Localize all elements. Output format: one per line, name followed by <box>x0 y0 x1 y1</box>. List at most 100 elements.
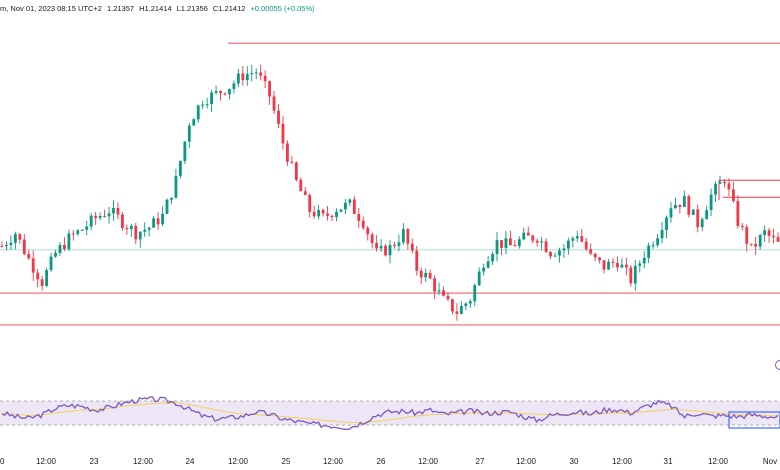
candle-body <box>241 73 245 81</box>
candle-body <box>170 197 173 200</box>
candle-body <box>121 214 124 228</box>
candle-body <box>165 199 169 214</box>
candle-body <box>495 240 499 254</box>
candle-body <box>335 211 338 218</box>
candle-body <box>384 245 387 256</box>
interval-date: m, Nov 01, 2023 08:15 UTC+2 <box>0 4 102 13</box>
candle-body <box>71 233 75 235</box>
x-axis-label: 12:00 <box>418 457 439 466</box>
candle-body <box>687 196 691 215</box>
candle-body <box>192 119 196 126</box>
candle-body <box>67 233 71 250</box>
candle-body <box>63 244 66 250</box>
x-axis-label: 12:00 <box>516 457 537 466</box>
candle-body <box>5 245 8 247</box>
candle-body <box>161 213 164 225</box>
candle-body <box>674 204 677 209</box>
candle-body <box>27 253 31 259</box>
candle-body <box>352 199 356 215</box>
candle-body <box>491 253 494 262</box>
candle-body <box>138 231 142 240</box>
x-axis-label: 24 <box>186 457 195 466</box>
change-value: +0.00055 (+0.05%) <box>250 4 315 13</box>
rsi-pane <box>0 396 780 430</box>
candle-body <box>303 191 307 195</box>
candle-body <box>562 248 566 251</box>
candle-body <box>214 91 218 93</box>
candle-body <box>700 219 704 228</box>
candle-body <box>736 201 740 226</box>
x-axis-label: 12:00 <box>708 457 729 466</box>
candle-body <box>294 162 298 180</box>
candle-body <box>437 290 441 292</box>
candle-body <box>232 83 236 89</box>
candle-body <box>504 238 508 248</box>
candle-body <box>763 230 767 236</box>
candle-body <box>468 301 472 304</box>
candle-body <box>245 73 249 81</box>
candle-body <box>76 230 80 235</box>
x-axis-label: 23 <box>90 457 99 466</box>
candle-body <box>85 226 89 230</box>
candle-body <box>544 241 548 253</box>
candle-body <box>705 210 709 220</box>
candle-body <box>361 220 365 228</box>
x-axis-label: 12:00 <box>133 457 154 466</box>
alert-marker <box>775 360 780 370</box>
candle-body <box>415 250 419 271</box>
candle-body <box>566 240 570 249</box>
x-axis-label: 12:00 <box>228 457 249 466</box>
candle-body <box>98 216 102 218</box>
candle-body <box>156 218 160 225</box>
candle-body <box>718 181 722 184</box>
x-axis-label: 12:00 <box>36 457 57 466</box>
x-axis-label: 12:00 <box>323 457 344 466</box>
candle-body <box>446 295 450 300</box>
candle-body <box>602 260 606 270</box>
candle-body <box>286 143 289 162</box>
candle-body <box>526 232 530 236</box>
candle-body <box>393 244 396 246</box>
candle-body <box>281 123 285 144</box>
candle-body <box>174 175 178 198</box>
candle-body <box>419 270 423 278</box>
candle-body <box>18 234 22 240</box>
candle-body <box>268 81 271 97</box>
candle-body <box>134 226 138 240</box>
candle-body <box>36 272 40 280</box>
candle-body <box>254 72 258 74</box>
low-value: L1.21356 <box>176 4 208 13</box>
chart-header: m, Nov 01, 2023 08:15 UTC+2 1.21357 H1.214… <box>0 4 320 13</box>
candle-body <box>553 255 557 257</box>
candle-body <box>776 237 780 242</box>
candle-body <box>486 261 490 268</box>
candle-body <box>330 215 334 218</box>
candle-body <box>22 239 26 254</box>
candle-body <box>740 225 744 228</box>
candle-body <box>629 267 633 284</box>
candle-body <box>624 264 628 268</box>
candle-body <box>682 196 686 208</box>
candle-body <box>531 235 535 241</box>
candle-body <box>94 215 98 218</box>
candle-body <box>513 245 517 247</box>
candle-body <box>464 303 468 306</box>
x-axis-label: 12:00 <box>612 457 633 466</box>
candle-body <box>642 257 646 264</box>
candle-body <box>714 183 717 195</box>
candle-body <box>482 267 486 272</box>
candle-body <box>772 235 775 238</box>
candle-body <box>647 245 651 258</box>
x-axis-label: 27 <box>476 457 485 466</box>
candle-body <box>410 243 414 251</box>
candle-body <box>633 265 637 284</box>
candle-body <box>767 230 771 236</box>
candle-body <box>143 229 147 232</box>
candle-body <box>723 181 726 184</box>
candle-body <box>326 213 329 216</box>
candle-body <box>607 261 610 270</box>
candle-body <box>477 271 481 286</box>
candle-body <box>366 227 370 235</box>
candle-body <box>0 246 4 248</box>
